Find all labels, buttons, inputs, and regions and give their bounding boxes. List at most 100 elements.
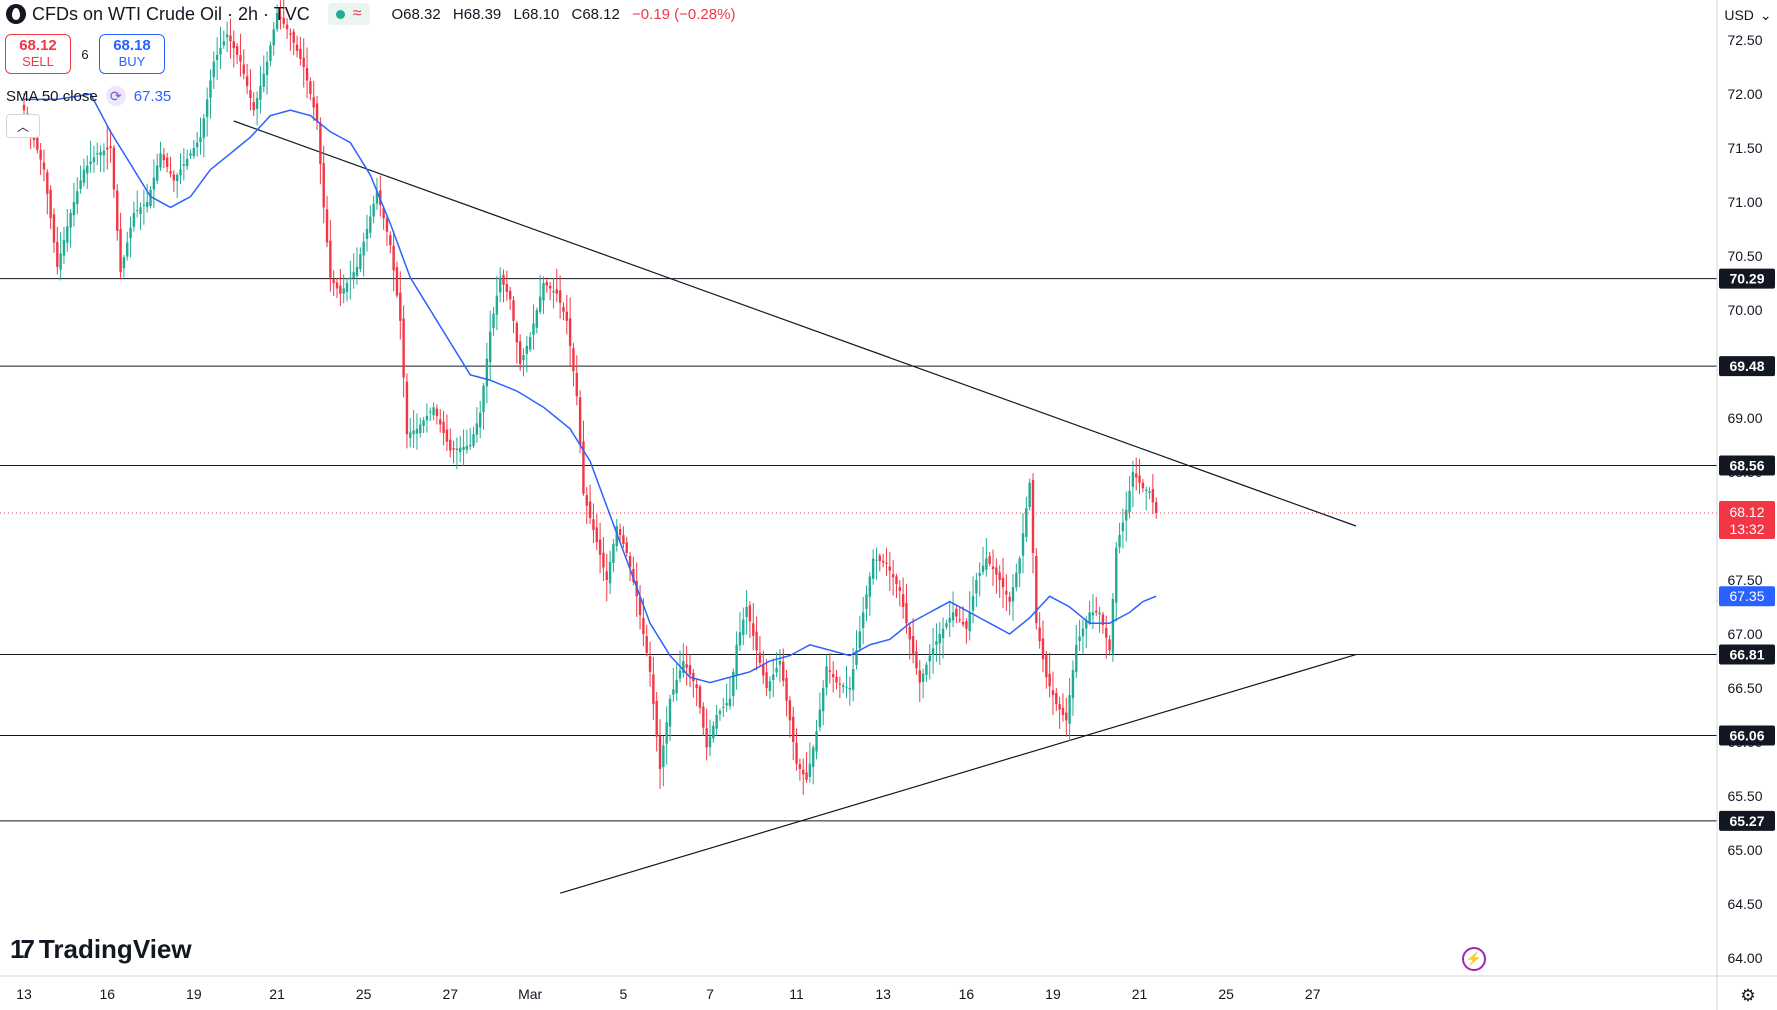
- candle[interactable]: [768, 676, 772, 699]
- candle[interactable]: [722, 697, 725, 718]
- candle[interactable]: [395, 261, 399, 298]
- candle[interactable]: [1098, 606, 1101, 633]
- candle[interactable]: [1121, 508, 1125, 549]
- candle[interactable]: [382, 206, 385, 230]
- candle[interactable]: [638, 585, 642, 630]
- candle[interactable]: [988, 552, 991, 567]
- candle[interactable]: [215, 37, 219, 80]
- candle[interactable]: [605, 553, 608, 602]
- candle[interactable]: [442, 410, 445, 446]
- candle[interactable]: [322, 145, 325, 224]
- candle[interactable]: [915, 640, 918, 675]
- candle[interactable]: [275, 4, 279, 32]
- candle[interactable]: [345, 278, 349, 302]
- candle[interactable]: [272, 22, 275, 56]
- tradingview-logo[interactable]: 17 TradingView: [10, 934, 192, 965]
- candle[interactable]: [602, 537, 605, 582]
- candle[interactable]: [482, 383, 485, 430]
- gear-icon[interactable]: ⚙: [1740, 986, 1756, 1005]
- candle[interactable]: [312, 80, 315, 122]
- candle[interactable]: [269, 41, 272, 67]
- candle[interactable]: [702, 702, 705, 736]
- candle[interactable]: [369, 205, 372, 239]
- candle[interactable]: [718, 708, 722, 721]
- candle[interactable]: [339, 268, 342, 307]
- currency-selector[interactable]: USD ⌄: [1720, 4, 1776, 26]
- descending-resistance-trendline[interactable]: [233, 120, 1357, 527]
- candle[interactable]: [895, 573, 898, 599]
- candle[interactable]: [46, 169, 49, 215]
- candle[interactable]: [1068, 678, 1071, 742]
- candle[interactable]: [472, 426, 475, 449]
- symbol-title[interactable]: CFDs on WTI Crude Oil · 2h · TVC: [32, 3, 310, 24]
- candle[interactable]: [1015, 563, 1018, 592]
- candle[interactable]: [329, 219, 332, 292]
- candle[interactable]: [1011, 574, 1015, 621]
- candle[interactable]: [492, 306, 495, 336]
- candle[interactable]: [445, 414, 449, 451]
- candle[interactable]: [938, 621, 941, 665]
- candle[interactable]: [229, 18, 232, 59]
- candle[interactable]: [822, 680, 825, 726]
- candle[interactable]: [758, 636, 762, 666]
- candle[interactable]: [518, 334, 522, 371]
- candle[interactable]: [632, 556, 635, 586]
- buy-button[interactable]: 68.18 BUY: [99, 34, 165, 74]
- candle[interactable]: [901, 577, 905, 619]
- candle[interactable]: [422, 416, 425, 434]
- candle[interactable]: [532, 304, 535, 350]
- candle[interactable]: [1111, 593, 1115, 662]
- candle[interactable]: [182, 148, 186, 181]
- candle[interactable]: [885, 547, 888, 577]
- candle[interactable]: [508, 286, 512, 311]
- candle[interactable]: [931, 628, 935, 674]
- candle[interactable]: [1038, 612, 1041, 649]
- candle[interactable]: [425, 403, 429, 433]
- candle[interactable]: [122, 255, 126, 278]
- candle[interactable]: [738, 612, 742, 651]
- candle[interactable]: [685, 645, 688, 686]
- candle[interactable]: [132, 201, 136, 232]
- candle[interactable]: [682, 643, 685, 678]
- candle[interactable]: [512, 296, 515, 334]
- candle[interactable]: [412, 409, 415, 448]
- candle[interactable]: [1031, 473, 1035, 574]
- candle[interactable]: [548, 281, 552, 301]
- candle[interactable]: [242, 49, 245, 80]
- candle[interactable]: [965, 618, 968, 644]
- candle[interactable]: [652, 656, 655, 721]
- candle[interactable]: [372, 195, 375, 224]
- candle[interactable]: [505, 270, 509, 301]
- candle[interactable]: [1041, 620, 1045, 673]
- collapse-legend-button[interactable]: ︿: [6, 114, 40, 138]
- candle[interactable]: [1078, 619, 1081, 652]
- candle[interactable]: [495, 275, 499, 331]
- candle[interactable]: [645, 624, 648, 657]
- candle[interactable]: [848, 676, 852, 706]
- candle[interactable]: [142, 189, 146, 225]
- candle[interactable]: [502, 269, 505, 303]
- candle[interactable]: [1125, 491, 1128, 542]
- candle[interactable]: [385, 216, 389, 246]
- candle[interactable]: [342, 274, 345, 304]
- candle[interactable]: [612, 538, 615, 573]
- candle[interactable]: [808, 742, 812, 783]
- candle[interactable]: [1051, 671, 1055, 716]
- candle[interactable]: [49, 185, 52, 229]
- candle[interactable]: [568, 297, 572, 366]
- candle[interactable]: [985, 538, 988, 577]
- candle[interactable]: [1075, 624, 1078, 678]
- candle[interactable]: [715, 705, 718, 736]
- candle[interactable]: [1058, 696, 1061, 729]
- candle[interactable]: [285, 18, 289, 39]
- candle[interactable]: [299, 37, 302, 66]
- candle[interactable]: [485, 342, 489, 404]
- candle[interactable]: [898, 580, 901, 607]
- candle[interactable]: [868, 572, 872, 616]
- candle[interactable]: [112, 144, 116, 198]
- candle[interactable]: [1118, 522, 1121, 554]
- candle[interactable]: [362, 232, 365, 277]
- candle[interactable]: [92, 145, 96, 173]
- candle[interactable]: [762, 650, 765, 685]
- candle[interactable]: [259, 66, 262, 114]
